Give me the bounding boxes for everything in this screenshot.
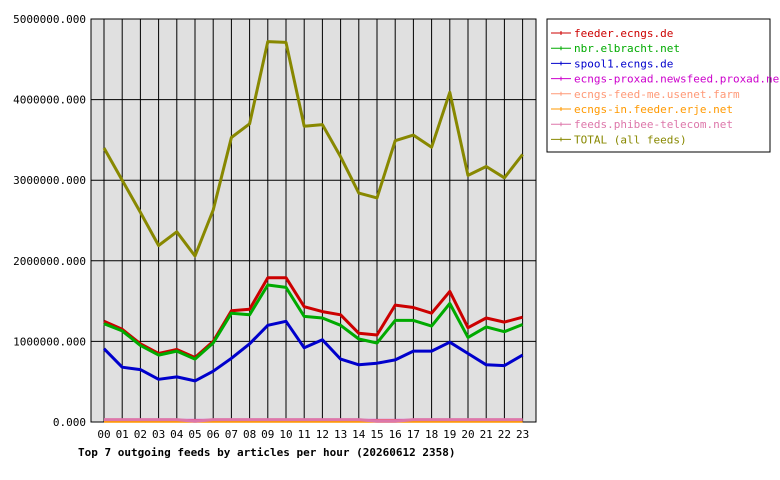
x-tick-label: 23 bbox=[516, 428, 529, 441]
legend-label: nbr.elbracht.net bbox=[574, 42, 680, 55]
grid-lines bbox=[91, 18, 536, 423]
series-line-8 bbox=[102, 40, 524, 258]
x-tick-label: 06 bbox=[207, 428, 220, 441]
chart-title: Top 7 outgoing feeds by articles per hou… bbox=[78, 446, 456, 459]
legend-item: spool1.ecngs.de bbox=[551, 57, 673, 70]
x-tick-label: 20 bbox=[461, 428, 474, 441]
legend-item: ecngs-in.feeder.erje.net bbox=[551, 103, 733, 116]
legend-label: feeder.ecngs.de bbox=[574, 27, 673, 40]
legend-label: ecngs-in.feeder.erje.net bbox=[574, 103, 733, 116]
x-tick-label: 13 bbox=[334, 428, 347, 441]
x-tick-label: 12 bbox=[316, 428, 329, 441]
legend-item: feeds.phibee-telecom.net bbox=[551, 118, 733, 131]
series-line-1 bbox=[103, 276, 523, 359]
y-tick-label: 5000000.000 bbox=[13, 13, 86, 26]
legend-label: TOTAL (all feeds) bbox=[574, 133, 687, 146]
x-tick-label: 04 bbox=[170, 428, 184, 441]
y-tick-label: 1000000.000 bbox=[13, 335, 86, 348]
legend-item: TOTAL (all feeds) bbox=[551, 133, 687, 146]
legend: feeder.ecngs.de nbr.elbracht.net spool1.ec… bbox=[551, 27, 780, 146]
x-tick-label: 17 bbox=[407, 428, 420, 441]
y-axis-ticks: 0.000 1000000.000 2000000.000 3000000.000 40… bbox=[13, 13, 86, 429]
x-tick-label: 10 bbox=[279, 428, 292, 441]
x-tick-label: 21 bbox=[480, 428, 493, 441]
series-lines bbox=[102, 40, 524, 423]
x-axis-ticks: 00 01 02 03 04 05 06 07 08 09 10 11 12 13 14 15 16 17 18 19… bbox=[97, 428, 529, 441]
legend-label: spool1.ecngs.de bbox=[574, 57, 673, 70]
x-tick-label: 19 bbox=[443, 428, 456, 441]
series-line-7 bbox=[104, 418, 523, 423]
y-tick-label: 0.000 bbox=[53, 416, 86, 429]
legend-item: nbr.elbracht.net bbox=[551, 42, 680, 55]
x-tick-label: 00 bbox=[97, 428, 110, 441]
x-tick-label: 05 bbox=[188, 428, 201, 441]
x-tick-label: 11 bbox=[298, 428, 311, 441]
legend-item: ecngs-proxad.newsfeed.proxad.net bbox=[551, 73, 780, 86]
x-tick-label: 07 bbox=[225, 428, 238, 441]
x-tick-label: 14 bbox=[352, 428, 366, 441]
legend-item: ecngs-feed-me.usenet.farm bbox=[551, 88, 740, 101]
legend-item: feeder.ecngs.de bbox=[551, 27, 673, 40]
x-tick-label: 09 bbox=[261, 428, 274, 441]
legend-box bbox=[546, 18, 771, 153]
legend-label: ecngs-proxad.newsfeed.proxad.net bbox=[574, 73, 780, 86]
x-tick-label: 02 bbox=[134, 428, 147, 441]
x-tick-label: 18 bbox=[425, 428, 438, 441]
y-tick-label: 3000000.000 bbox=[13, 174, 86, 187]
series-line-3 bbox=[102, 319, 524, 383]
x-tick-label: 15 bbox=[370, 428, 383, 441]
x-tick-label: 08 bbox=[243, 428, 256, 441]
legend-label: ecngs-feed-me.usenet.farm bbox=[574, 88, 740, 101]
x-tick-label: 01 bbox=[116, 428, 129, 441]
x-tick-label: 16 bbox=[389, 428, 402, 441]
series-line-2 bbox=[103, 283, 524, 361]
legend-label: feeds.phibee-telecom.net bbox=[574, 118, 733, 131]
x-tick-label: 22 bbox=[498, 428, 511, 441]
x-tick-label: 03 bbox=[152, 428, 165, 441]
plot-background bbox=[90, 18, 537, 423]
y-tick-label: 4000000.000 bbox=[13, 94, 86, 107]
y-tick-label: 2000000.000 bbox=[13, 255, 86, 268]
